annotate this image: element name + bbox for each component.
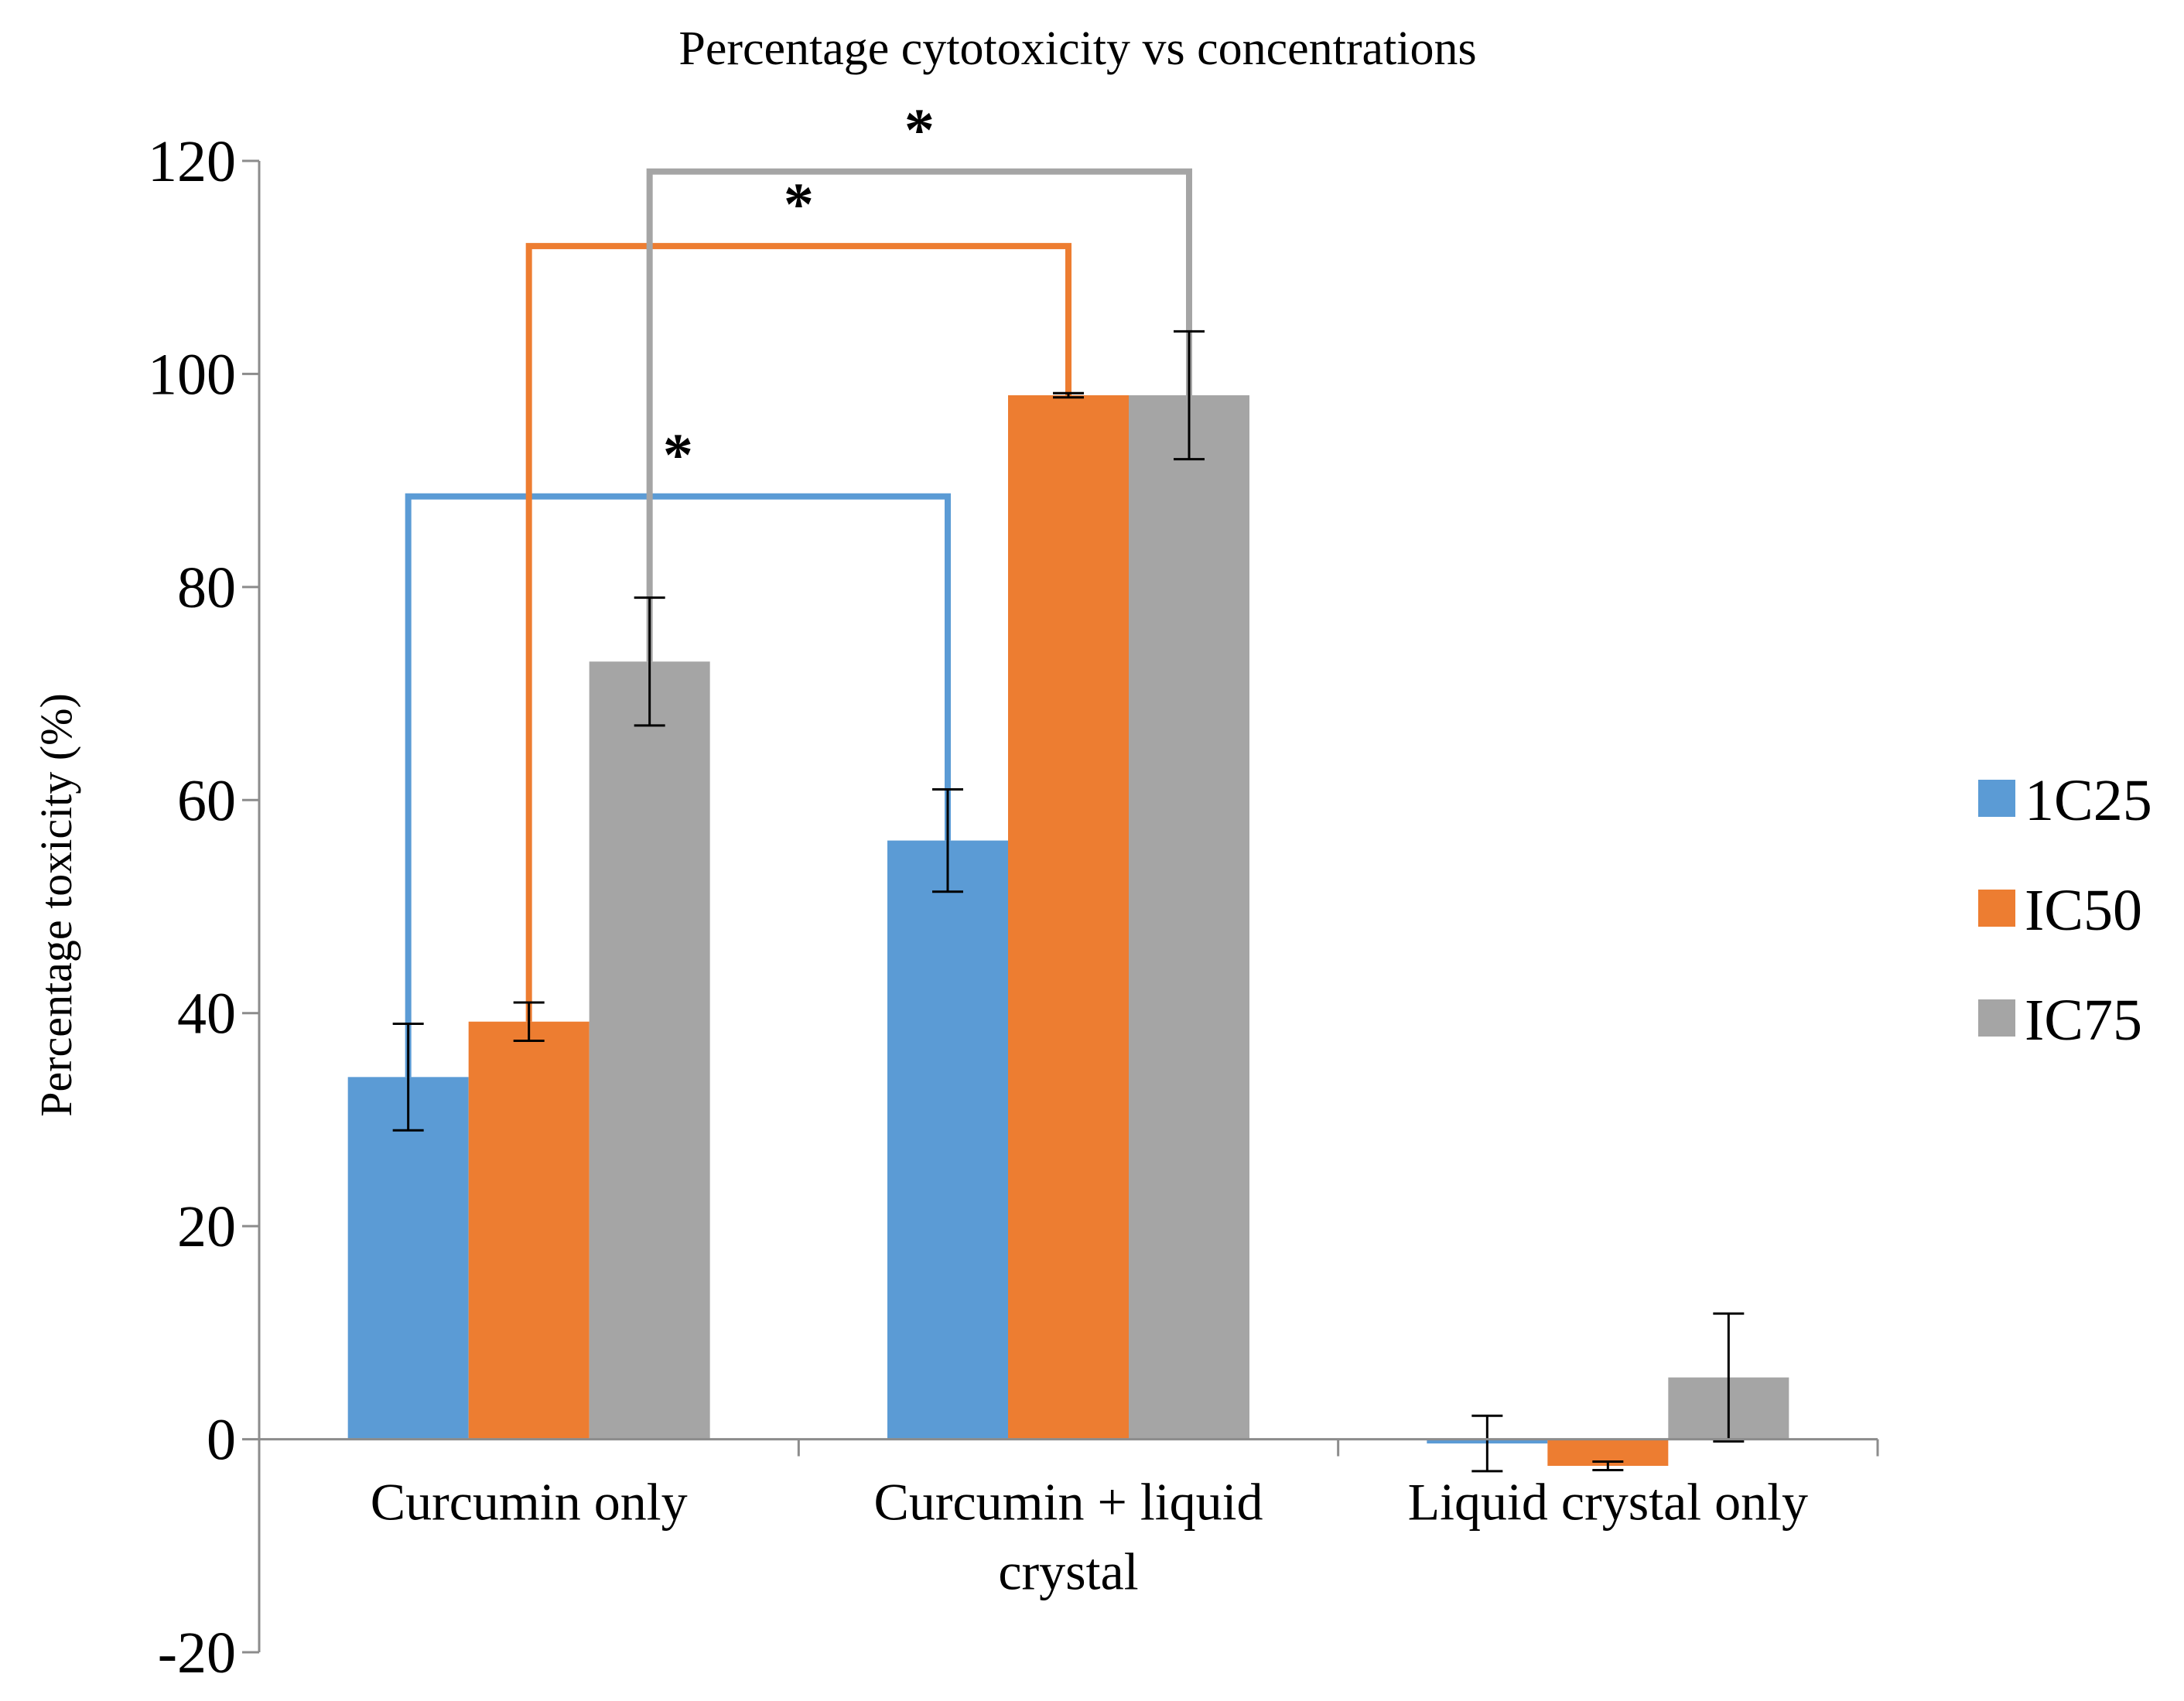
chart-title: Percentage cytotoxicity vs concentration… [678, 22, 1476, 75]
bar-ic50-1 [1008, 395, 1129, 1440]
y-axis-label: Percentage toxicity (%) [31, 693, 81, 1117]
error-bars [392, 330, 1745, 1473]
y-tick-label: 0 [207, 1408, 236, 1473]
legend-label-ic75: IC75 [2025, 988, 2142, 1053]
bar-ic50-0 [468, 1021, 590, 1440]
x-category-label: Curcumin only [371, 1473, 688, 1532]
significance-bracket-ic75: * [646, 96, 1192, 662]
bar-ic25-0 [347, 1077, 469, 1440]
bracket-line-ic25 [405, 493, 951, 1078]
error-bar-ic25-1 [932, 788, 963, 893]
error-bar-ic75-1 [1174, 330, 1205, 461]
legend-label-ic50: IC50 [2025, 878, 2142, 943]
bar-ic75-1 [1129, 395, 1249, 1440]
significance-star-ic75: * [904, 96, 935, 163]
error-bar-ic75-2 [1713, 1312, 1745, 1443]
bar-ic75-0 [589, 661, 710, 1440]
legend-swatch-ic50 [1978, 890, 2015, 927]
y-tick-label: 100 [148, 342, 236, 407]
significance-bracket-ic50: * [525, 170, 1071, 1022]
significance-brackets: * * * [405, 96, 1192, 1078]
y-tick-label: 80 [177, 555, 236, 620]
bar-ic25-1 [887, 840, 1008, 1440]
error-bar-ic50-1 [1053, 391, 1084, 399]
significance-bracket-ic25: * [405, 421, 951, 1078]
error-bar-ic75-0 [634, 596, 665, 727]
y-tick-label: 20 [177, 1194, 236, 1259]
y-tick-label: 60 [177, 768, 236, 833]
bracket-line-ic50 [525, 243, 1071, 1022]
bars [347, 395, 1789, 1466]
error-bar-ic50-2 [1592, 1460, 1624, 1472]
significance-star-ic25: * [663, 421, 693, 488]
significance-star-ic50: * [784, 170, 814, 237]
x-category-label: Curcumin + liquid [874, 1473, 1263, 1532]
x-category-label: Liquid crystal only [1408, 1473, 1808, 1532]
error-bar-ic25-0 [392, 1022, 424, 1132]
y-tick-label: 40 [177, 982, 236, 1047]
legend-label-ic25: 1C25 [2025, 768, 2152, 833]
bracket-line-ic75 [646, 168, 1192, 662]
y-tick-label: -20 [158, 1621, 236, 1686]
error-bar-ic50-0 [513, 1001, 545, 1043]
y-tick-label: 120 [148, 129, 236, 194]
legend: 1C25 IC50 IC75 [1978, 768, 2152, 1053]
axes: -20 0 20 40 60 80 100 120 Curcumin only Curcumin … [148, 129, 1879, 1686]
legend-swatch-ic75 [1978, 999, 2015, 1037]
legend-swatch-ic25 [1978, 780, 2015, 817]
error-bar-ic25-2 [1471, 1414, 1503, 1473]
x-category-label: crystal [998, 1542, 1138, 1601]
